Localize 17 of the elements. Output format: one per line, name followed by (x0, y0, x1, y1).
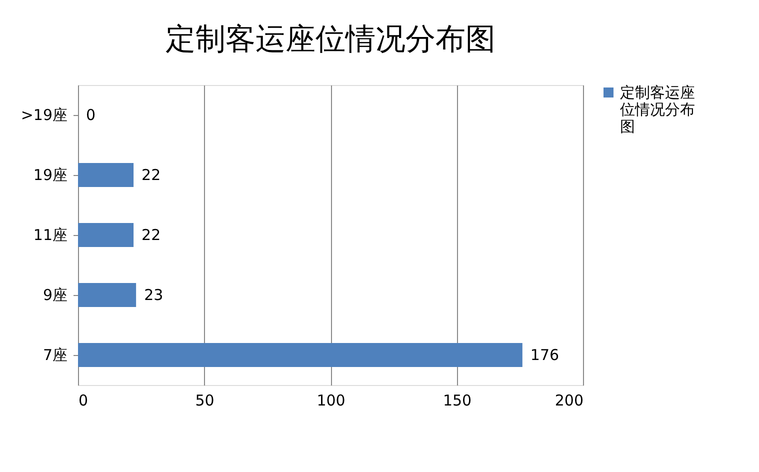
legend-label: 定制客运座位情况分布图 (620, 84, 695, 136)
x-tick-label: 0 (78, 392, 88, 410)
x-tick-label: 200 (554, 392, 584, 410)
y-tick-label: 11座 (33, 226, 68, 244)
data-label: 22 (142, 226, 161, 244)
y-tick-label: 9座 (42, 286, 68, 304)
y-tick-label: >19座 (20, 106, 68, 124)
x-tick-label: 100 (316, 392, 346, 410)
data-label: 176 (530, 346, 560, 364)
data-label: 0 (86, 106, 96, 124)
data-label: 22 (142, 166, 161, 184)
y-tick-label: 19座 (33, 166, 68, 184)
y-tick-label: 7座 (42, 346, 68, 364)
x-tick-label: 150 (442, 392, 472, 410)
x-tick-label: 50 (195, 392, 214, 410)
chart-title: 定制客运座位情况分布图 (166, 22, 496, 57)
data-label: 23 (144, 286, 164, 304)
